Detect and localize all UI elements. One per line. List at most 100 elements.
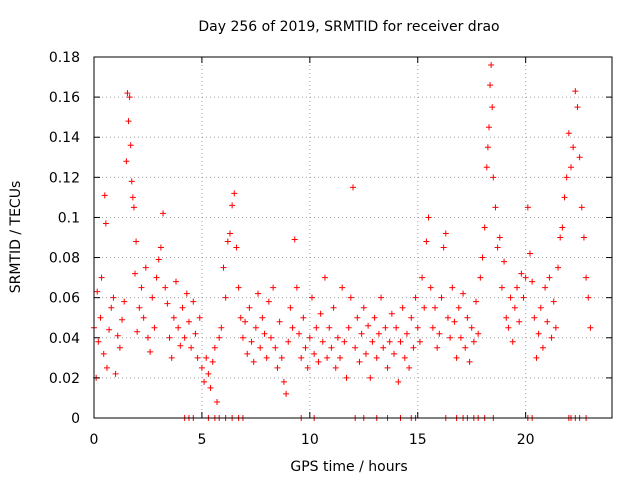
data-point <box>209 358 216 365</box>
data-point <box>473 298 480 305</box>
data-point <box>425 214 432 221</box>
data-point <box>522 274 529 281</box>
data-point <box>160 210 167 217</box>
data-point <box>511 304 518 311</box>
data-point <box>429 324 436 331</box>
data-point <box>179 304 186 311</box>
data-point <box>231 190 238 197</box>
data-point <box>503 314 510 321</box>
data-point <box>162 284 169 291</box>
data-point <box>306 334 313 341</box>
data-point <box>121 298 128 305</box>
data-point <box>563 174 570 181</box>
data-point <box>237 314 244 321</box>
data-point <box>378 294 385 301</box>
data-point <box>198 364 205 371</box>
data-point <box>166 334 173 341</box>
data-point <box>129 194 136 201</box>
x-tick-labels: 0 5 10 15 20 <box>90 432 535 448</box>
data-point <box>192 330 199 337</box>
data-point <box>494 244 501 251</box>
data-point <box>483 164 490 171</box>
axis-ticks <box>93 56 612 419</box>
data-point <box>97 314 104 321</box>
data-point <box>326 324 333 331</box>
data-point <box>384 364 391 371</box>
data-point <box>298 354 305 361</box>
data-point <box>255 290 262 297</box>
data-point <box>337 354 344 361</box>
y-tick-label: 0.04 <box>49 331 80 347</box>
data-point <box>334 334 341 341</box>
data-point <box>492 204 499 211</box>
data-point <box>265 298 272 305</box>
data-point <box>489 104 496 111</box>
data-point <box>403 330 410 337</box>
data-point <box>442 230 449 237</box>
data-point <box>537 304 544 311</box>
y-tick-label: 0.1 <box>58 210 80 226</box>
data-point <box>587 324 594 331</box>
data-point <box>119 316 126 323</box>
data-point <box>276 318 283 325</box>
data-point <box>535 330 542 337</box>
data-point <box>406 364 413 371</box>
data-point <box>487 82 494 89</box>
data-point <box>484 144 491 151</box>
data-point <box>423 238 430 245</box>
y-tick-label: 0 <box>71 411 80 427</box>
data-point <box>524 204 531 211</box>
data-point <box>514 284 521 291</box>
data-point <box>216 334 223 341</box>
data-point <box>164 300 171 307</box>
data-point <box>520 294 527 301</box>
data-point <box>134 328 141 335</box>
data-point <box>296 330 303 337</box>
data-point <box>272 344 279 351</box>
data-point <box>311 350 318 357</box>
data-point <box>339 284 346 291</box>
x-axis-label: GPS time / hours <box>290 459 407 475</box>
data-point <box>142 264 149 271</box>
data-point <box>283 390 290 397</box>
data-point <box>205 370 212 377</box>
data-point <box>196 314 203 321</box>
data-point <box>455 304 462 311</box>
data-point <box>218 324 225 331</box>
data-point <box>434 344 441 351</box>
data-point <box>583 274 590 281</box>
data-point <box>188 344 195 351</box>
data-point <box>157 244 164 251</box>
data-point <box>421 304 428 311</box>
data-point <box>457 334 464 341</box>
data-point <box>559 224 566 231</box>
data-point <box>207 384 214 391</box>
data-point <box>293 284 300 291</box>
data-point <box>98 274 105 281</box>
data-point <box>412 294 419 301</box>
data-point <box>201 378 208 385</box>
data-point <box>365 322 372 329</box>
data-point <box>94 288 101 295</box>
data-point <box>183 290 190 297</box>
data-point <box>168 354 175 361</box>
data-point <box>531 314 538 321</box>
data-point <box>101 192 108 199</box>
data-point <box>170 314 177 321</box>
data-point <box>557 234 564 241</box>
data-point <box>280 378 287 385</box>
data-point <box>574 104 581 111</box>
data-point <box>485 124 492 131</box>
data-point <box>570 144 577 151</box>
data-point <box>555 264 562 271</box>
data-point <box>222 294 229 301</box>
data-point <box>343 374 350 381</box>
data-point <box>317 310 324 317</box>
data-point <box>147 348 154 355</box>
data-point <box>138 284 145 291</box>
data-point <box>518 270 525 277</box>
data-point <box>246 304 253 311</box>
data-point <box>257 344 264 351</box>
data-point <box>235 284 242 291</box>
data-point <box>539 344 546 351</box>
